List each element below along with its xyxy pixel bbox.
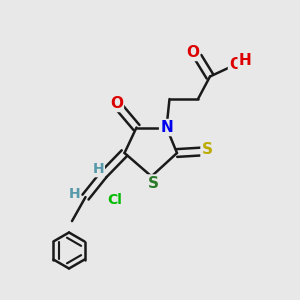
Text: O: O [229, 57, 242, 72]
Text: O: O [186, 45, 199, 60]
Text: H: H [92, 162, 104, 176]
Text: S: S [148, 176, 158, 190]
Text: O: O [110, 96, 123, 111]
Text: N: N [160, 120, 173, 135]
Text: S: S [202, 142, 212, 158]
Text: H: H [239, 53, 251, 68]
Text: H: H [68, 187, 80, 201]
Text: Cl: Cl [107, 193, 122, 207]
